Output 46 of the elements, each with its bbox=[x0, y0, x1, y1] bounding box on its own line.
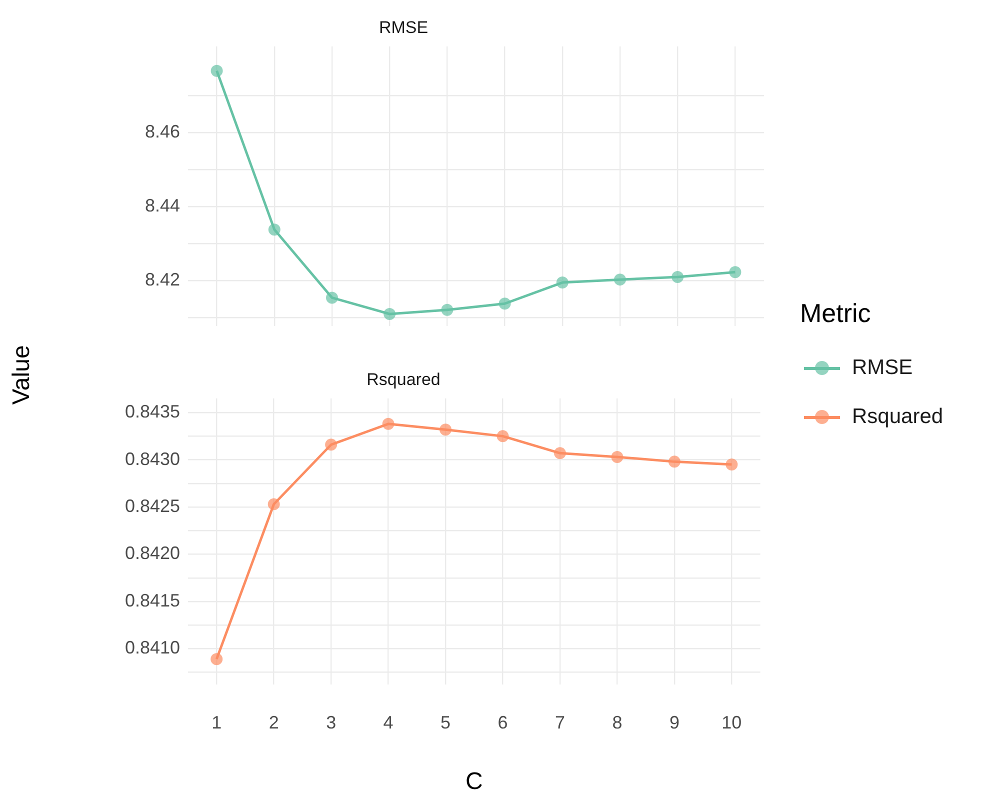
point bbox=[210, 64, 223, 77]
point bbox=[382, 418, 394, 430]
point bbox=[440, 424, 452, 436]
x-tick-label: 6 bbox=[498, 712, 508, 732]
y-tick-label: 0.8415 bbox=[124, 590, 180, 610]
x-tick-label: 2 bbox=[268, 712, 279, 732]
point bbox=[325, 438, 338, 451]
x-axis-title: C bbox=[465, 768, 483, 796]
point bbox=[498, 298, 511, 310]
point bbox=[729, 266, 742, 278]
point bbox=[726, 458, 738, 471]
y-tick-label: 0.8410 bbox=[124, 638, 180, 658]
point bbox=[384, 308, 396, 320]
y-tick-label: 8.44 bbox=[144, 196, 180, 216]
x-tick-label: 10 bbox=[722, 712, 742, 732]
legend-title: Metric bbox=[800, 298, 872, 329]
chart-title: RMSE bbox=[378, 18, 428, 37]
point bbox=[210, 653, 223, 666]
point bbox=[326, 292, 338, 304]
y-tick-label: 0.8435 bbox=[124, 402, 180, 422]
y-tick-label: 0.8430 bbox=[124, 448, 180, 469]
x-tick-label: 3 bbox=[326, 712, 336, 732]
point bbox=[268, 498, 280, 510]
point bbox=[614, 274, 626, 286]
chart-title: Rsquared bbox=[366, 370, 440, 389]
y-tick-label: 8.46 bbox=[144, 122, 180, 142]
x-tick-label: 4 bbox=[383, 712, 394, 732]
point bbox=[611, 450, 624, 463]
x-tick-label: 1 bbox=[212, 712, 222, 732]
point bbox=[672, 270, 684, 283]
x-tick-label: 5 bbox=[440, 712, 451, 732]
x-tick-label: 8 bbox=[612, 712, 622, 732]
y-axis-title: Value bbox=[8, 345, 36, 405]
y-tick-label: 8.42 bbox=[144, 270, 180, 290]
legend-label: RMSE bbox=[852, 356, 913, 380]
point bbox=[496, 430, 509, 442]
point bbox=[268, 224, 280, 236]
point bbox=[554, 447, 566, 460]
x-tick-label: 7 bbox=[554, 712, 566, 732]
point bbox=[441, 304, 454, 316]
point bbox=[556, 276, 568, 289]
y-tick-label: 0.8425 bbox=[124, 496, 180, 516]
y-tick-label: 0.8420 bbox=[124, 543, 180, 564]
legend-label: Rsquared bbox=[852, 404, 944, 428]
x-tick-label: 9 bbox=[669, 712, 680, 732]
point bbox=[668, 456, 680, 468]
